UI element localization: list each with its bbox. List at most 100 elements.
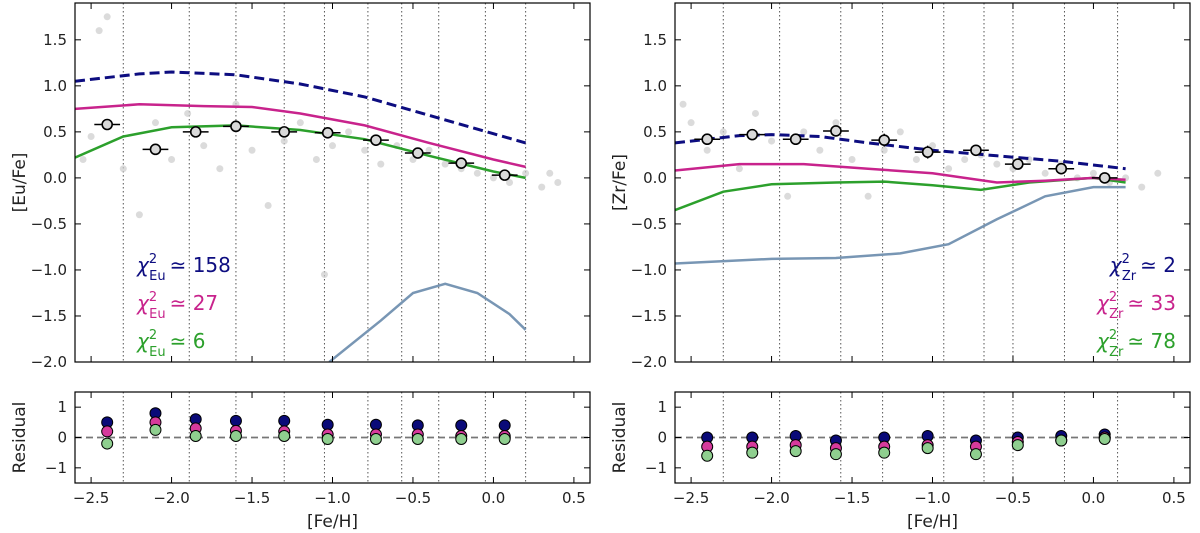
model-line: [328, 282, 527, 362]
background-star: [425, 146, 433, 154]
background-star: [522, 169, 530, 177]
y-tick-label: 1.0: [643, 77, 667, 95]
subscript: Zr: [1122, 269, 1137, 284]
background-star: [473, 169, 481, 177]
residual-point: [149, 423, 162, 436]
residual-point: [278, 414, 291, 427]
background-star: [751, 109, 759, 117]
y-tick-label: 0.5: [43, 123, 67, 141]
plot-area: [75, 392, 590, 483]
background-star: [538, 183, 546, 191]
background-star: [329, 142, 336, 150]
y-tick-label: 0: [57, 429, 67, 447]
background-star: [1041, 169, 1049, 177]
background-star: [506, 179, 514, 186]
background-star: [832, 119, 840, 127]
residual-point: [498, 419, 511, 432]
subscript: Eu: [149, 307, 165, 322]
y-tick-label: 1.5: [643, 31, 667, 49]
data-point: [101, 118, 113, 131]
x-tick-label: −0.5: [395, 489, 431, 507]
y-axis-label: Residual: [610, 402, 630, 474]
residual-point: [229, 429, 242, 442]
superscript: 2: [1109, 290, 1117, 305]
chi-square-label: χ2 Zr ≃ 33: [1096, 290, 1176, 322]
chi-value: ≃ 6: [170, 329, 206, 353]
background-star: [87, 132, 95, 140]
data-point: [830, 125, 842, 137]
background-star: [880, 146, 888, 154]
superscript: 2: [149, 290, 157, 305]
background-star: [489, 174, 497, 182]
model-line: [675, 185, 1126, 265]
background-star: [441, 160, 449, 168]
y-tick-label: −1.0: [631, 261, 667, 279]
residual-point: [101, 437, 114, 450]
background-star: [168, 155, 176, 163]
background-star: [687, 119, 695, 127]
x-tick-label: 0.5: [562, 489, 586, 507]
subscript: Zr: [1109, 345, 1124, 360]
residual-point: [411, 433, 424, 446]
chi-symbol: χ: [136, 329, 150, 353]
y-tick-label: 1: [57, 398, 67, 416]
residual-point: [189, 429, 202, 442]
y-tick-label: 1: [657, 398, 667, 416]
background-star: [200, 142, 208, 150]
chi-value: ≃ 158: [170, 253, 231, 277]
background-star: [280, 137, 288, 145]
background-star: [345, 128, 353, 136]
background-star: [79, 155, 87, 163]
residual-point: [369, 433, 382, 446]
y-tick-label: 0: [657, 429, 667, 447]
x-axis-label: [Fe/H]: [307, 512, 358, 532]
chi-symbol: χ: [1096, 329, 1110, 353]
superscript: 2: [149, 252, 157, 267]
background-star: [361, 146, 369, 154]
data-point: [498, 169, 511, 181]
background-star: [248, 146, 256, 154]
data-point: [701, 133, 713, 146]
superscript: 2: [1122, 252, 1130, 267]
y-tick-label: −1.5: [31, 307, 67, 325]
y-tick-label: −0.5: [31, 215, 67, 233]
data-point: [1098, 172, 1111, 184]
background-star: [184, 109, 192, 117]
residual-point: [746, 446, 759, 459]
residual-point: [789, 445, 802, 458]
y-tick-label: −1: [45, 459, 67, 477]
residual-point: [498, 433, 511, 446]
chi-square-label: χ2 Zr ≃ 78: [1096, 328, 1176, 360]
background-star: [320, 271, 328, 279]
residual-point: [278, 429, 291, 442]
superscript: 2: [149, 328, 157, 343]
x-tick-label: −2.5: [673, 489, 709, 507]
chi-square-label: χ2 Eu ≃ 6: [136, 328, 205, 360]
background-star: [119, 165, 127, 173]
data-point: [321, 126, 334, 139]
y-tick-label: 0.0: [643, 169, 667, 187]
x-tick-label: 0.0: [1082, 489, 1106, 507]
background-star: [816, 146, 824, 154]
chi-symbol: χ: [136, 253, 150, 277]
x-tick-label: 0.0: [482, 489, 506, 507]
background-star: [1154, 169, 1162, 177]
residual-point: [1011, 439, 1024, 452]
background-star: [103, 13, 111, 21]
chi-square-label: χ2 Zr ≃ 2: [1109, 252, 1176, 284]
subscript: Eu: [149, 345, 165, 360]
data-point: [411, 147, 424, 159]
data-point: [921, 146, 934, 158]
x-tick-label: −2.0: [753, 489, 789, 507]
residual-point: [321, 433, 334, 446]
background-star: [768, 137, 776, 145]
background-star: [296, 119, 304, 127]
data-point: [278, 126, 291, 138]
residual-point: [701, 449, 714, 462]
model-line: [75, 124, 526, 180]
residual-point: [969, 448, 982, 461]
residual-point: [878, 446, 891, 459]
data-point: [746, 128, 759, 141]
